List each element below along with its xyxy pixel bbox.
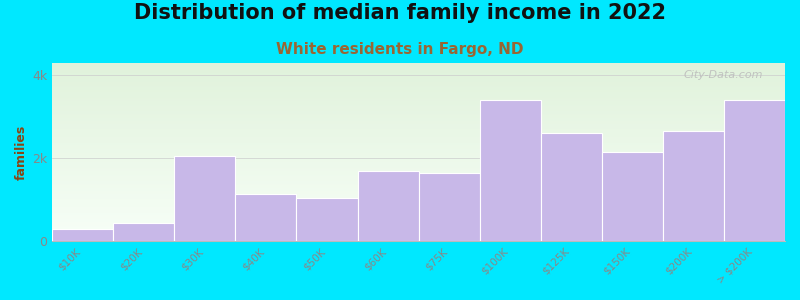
Bar bbox=[358, 171, 418, 241]
Bar bbox=[174, 156, 235, 241]
Bar bbox=[724, 100, 785, 241]
Text: White residents in Fargo, ND: White residents in Fargo, ND bbox=[276, 42, 524, 57]
Bar bbox=[114, 223, 174, 241]
Bar bbox=[52, 229, 114, 241]
Text: Distribution of median family income in 2022: Distribution of median family income in … bbox=[134, 3, 666, 23]
Bar bbox=[602, 152, 663, 241]
Text: City-Data.com: City-Data.com bbox=[683, 70, 763, 80]
Bar bbox=[480, 100, 541, 241]
Y-axis label: families: families bbox=[15, 124, 28, 180]
Bar bbox=[541, 134, 602, 241]
Bar bbox=[235, 194, 297, 241]
Bar bbox=[663, 131, 724, 241]
Bar bbox=[297, 198, 358, 241]
Bar bbox=[418, 173, 480, 241]
